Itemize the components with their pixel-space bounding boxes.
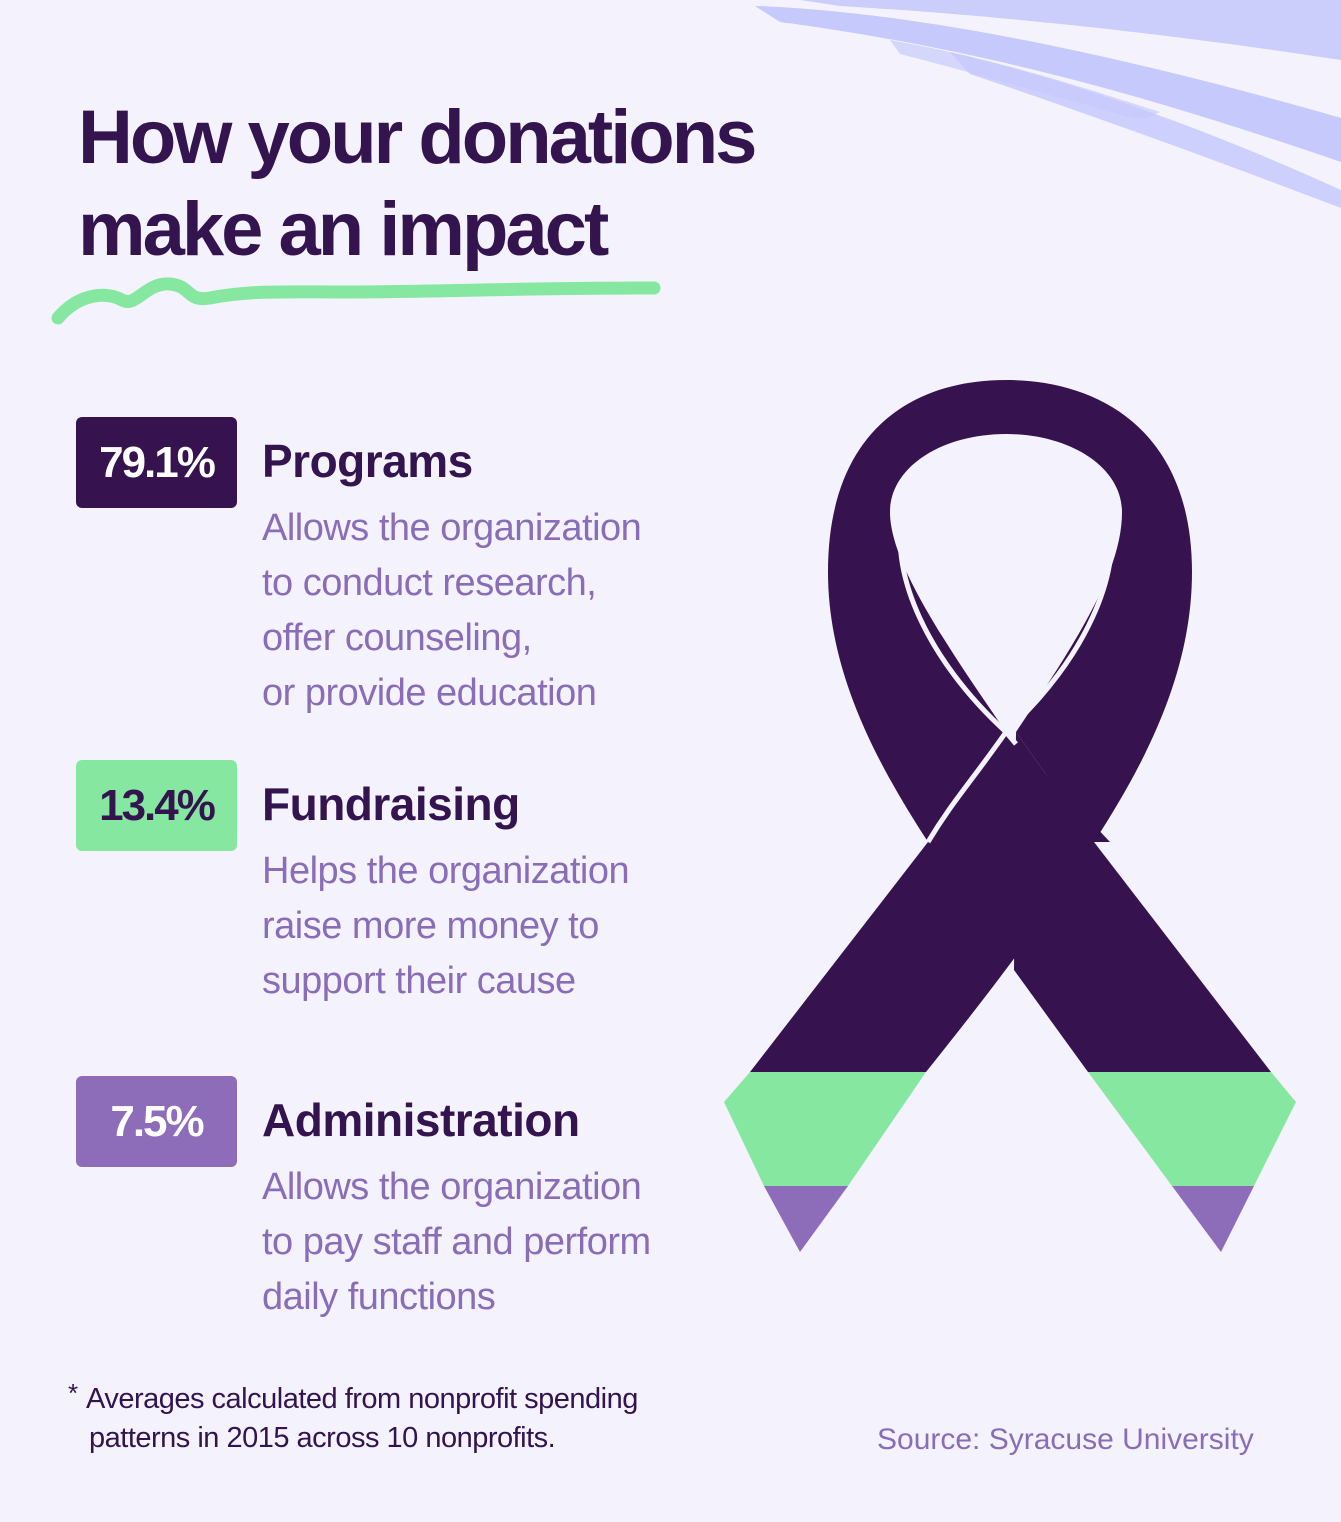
- percent-badge-programs: 79.1%: [76, 417, 237, 508]
- category-description-fundraising: Helps the organization raise more money …: [262, 844, 630, 1009]
- description-line: Allows the organization: [262, 1166, 642, 1208]
- description-line: support their cause: [262, 960, 576, 1002]
- description-line: daily functions: [262, 1276, 496, 1318]
- percent-badge-administration: 7.5%: [76, 1076, 237, 1167]
- description-line: to conduct research,: [262, 562, 597, 604]
- category-label-fundraising: Fundraising: [262, 778, 520, 830]
- green-squiggle-underline: [51, 277, 661, 325]
- category-label-programs: Programs: [262, 435, 473, 487]
- title-line-1: How your donations: [78, 95, 757, 180]
- description-line: raise more money to: [262, 905, 599, 947]
- description-line: Helps the organization: [262, 850, 630, 892]
- category-description-programs: Allows the organization to conduct resea…: [262, 501, 642, 721]
- awareness-ribbon-icon: [724, 380, 1296, 1252]
- description-line: offer counseling,: [262, 617, 532, 659]
- footnote-asterisk: *: [68, 1378, 78, 1408]
- category-label-administration: Administration: [262, 1094, 580, 1146]
- footnote-line-1: Averages calculated from nonprofit spend…: [86, 1383, 638, 1415]
- percent-value: 7.5%: [110, 1096, 204, 1146]
- description-line: Allows the organization: [262, 507, 642, 549]
- percent-badge-fundraising: 13.4%: [76, 760, 237, 851]
- page-title: How your donations make an impact: [78, 92, 757, 276]
- source-credit: Source: Syracuse University: [877, 1423, 1254, 1456]
- category-description-administration: Allows the organization to pay staff and…: [262, 1160, 651, 1325]
- footnote-line-2: patterns in 2015 across 10 nonprofits.: [89, 1422, 556, 1454]
- brush-stroke-decoration: [755, 0, 1341, 208]
- percent-value: 13.4%: [99, 780, 216, 830]
- description-line: to pay staff and perform: [262, 1221, 651, 1263]
- title-line-2: make an impact: [78, 187, 609, 272]
- percent-value: 79.1%: [99, 437, 216, 487]
- description-line: or provide education: [262, 672, 597, 714]
